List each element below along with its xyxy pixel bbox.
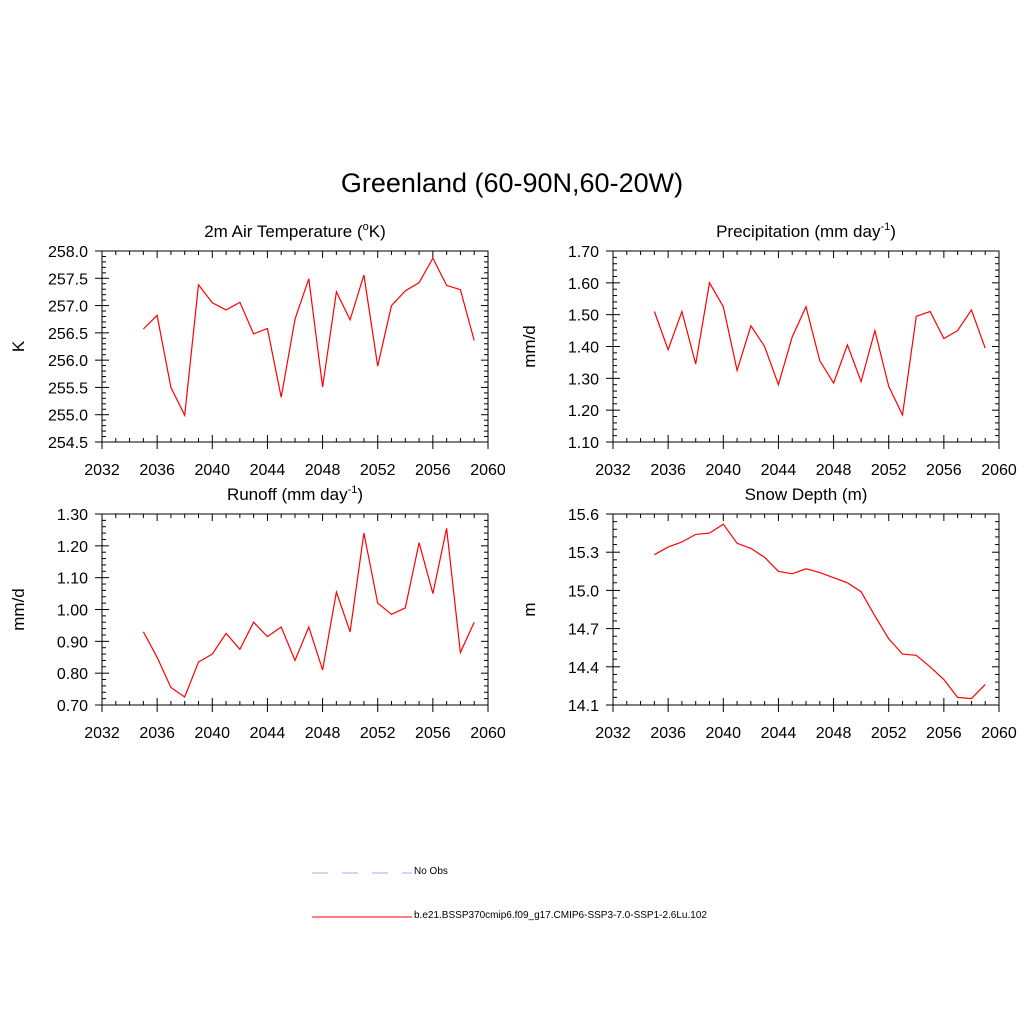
y-tick-label: 0.90 [57, 634, 88, 651]
series-line-0 [142, 528, 475, 698]
x-tick-label: 2052 [871, 725, 907, 742]
chart-title: Precipitation (mm day-1) [716, 221, 896, 241]
y-tick-label: 15.3 [568, 545, 599, 562]
y-tick-label: 1.20 [568, 403, 599, 420]
y-tick-label: 1.20 [57, 539, 88, 556]
x-tick-label: 2052 [360, 725, 396, 742]
x-tick-label: 2060 [981, 725, 1017, 742]
x-tick-label: 2032 [595, 725, 631, 742]
x-tick-label: 2056 [415, 725, 451, 742]
plot-frame [612, 250, 1000, 443]
x-tick-label: 2044 [761, 725, 797, 742]
legend-swatch-run [312, 916, 412, 918]
plot-frame [101, 250, 489, 443]
x-tick-label: 2060 [470, 725, 506, 742]
x-tick-label: 2036 [650, 725, 686, 742]
x-tick-label: 2048 [816, 462, 852, 479]
y-tick-label: 1.70 [568, 244, 599, 261]
x-tick-label: 2032 [84, 462, 120, 479]
x-tick-label: 2052 [360, 462, 396, 479]
y-tick-label: 254.5 [48, 435, 88, 452]
x-tick-label: 2040 [705, 725, 741, 742]
x-tick-label: 2056 [415, 462, 451, 479]
y-tick-label: 1.30 [568, 371, 599, 388]
y-axis-label: mm/d [520, 325, 539, 368]
x-tick-label: 2040 [705, 462, 741, 479]
y-tick-label: 14.7 [568, 622, 599, 639]
y-tick-label: 258.0 [48, 244, 88, 261]
x-tick-label: 2040 [194, 462, 230, 479]
y-tick-label: 14.4 [568, 660, 599, 677]
x-tick-label: 2056 [926, 725, 962, 742]
chart-panel-1: 2032 2036 2040 2044 2048 2052 2056 2060 1.10 1.20… [520, 221, 1017, 479]
plot-frame [101, 513, 489, 706]
y-tick-label: 0.80 [57, 666, 88, 683]
x-tick-label: 2032 [595, 462, 631, 479]
y-tick-label: 0.70 [57, 698, 88, 715]
legend-swatch-no-obs [312, 872, 412, 874]
y-tick-label: 1.10 [568, 435, 599, 452]
chart-panel-3: 2032 2036 2040 2044 2048 2052 2056 2060 14.1 14.4… [520, 485, 1017, 742]
x-tick-label: 2032 [84, 725, 120, 742]
x-tick-label: 2056 [926, 462, 962, 479]
chart-title: 2m Air Temperature (oK) [204, 221, 386, 241]
x-tick-label: 2060 [470, 462, 506, 479]
series-line-0 [653, 281, 986, 417]
y-tick-label: 15.0 [568, 583, 599, 600]
x-tick-label: 2036 [139, 725, 175, 742]
legend-label-no-obs: No Obs [414, 866, 448, 877]
y-tick-label: 255.5 [48, 380, 88, 397]
y-tick-label: 1.50 [568, 308, 599, 325]
x-tick-label: 2044 [250, 462, 286, 479]
y-tick-label: 1.10 [57, 571, 88, 588]
chart-panel-2: 2032 2036 2040 2044 2048 2052 2056 2060 0.70 0.80… [9, 484, 506, 742]
chart-title: Snow Depth (m) [745, 485, 868, 504]
x-tick-label: 2044 [250, 725, 286, 742]
y-axis-label: mm/d [9, 588, 28, 631]
y-tick-label: 255.0 [48, 408, 88, 425]
y-tick-label: 256.5 [48, 326, 88, 343]
page-title: Greenland (60-90N,60-20W) [340, 168, 684, 198]
x-tick-label: 2036 [650, 462, 686, 479]
y-tick-label: 15.6 [568, 507, 599, 524]
y-tick-label: 1.00 [57, 603, 88, 620]
y-tick-label: 1.40 [568, 340, 599, 357]
x-tick-label: 2060 [981, 462, 1017, 479]
chart-panel-0: 2032 2036 2040 2044 2048 2052 2056 2060 254.5 255… [9, 221, 506, 479]
x-tick-label: 2048 [305, 462, 341, 479]
y-axis-label: m [520, 602, 539, 616]
y-tick-label: 256.0 [48, 353, 88, 370]
y-tick-label: 1.30 [57, 507, 88, 524]
x-tick-label: 2036 [139, 462, 175, 479]
x-tick-label: 2052 [871, 462, 907, 479]
legend-label-run: b.e21.BSSP370cmip6.f09_g17.CMIP6-SSP3-7.… [414, 910, 707, 921]
x-tick-label: 2048 [305, 725, 341, 742]
y-tick-label: 257.5 [48, 271, 88, 288]
y-tick-label: 257.0 [48, 299, 88, 316]
x-tick-label: 2048 [816, 725, 852, 742]
series-line-0 [142, 256, 475, 418]
x-tick-label: 2040 [194, 725, 230, 742]
series-line-0 [654, 523, 986, 700]
y-axis-label: K [9, 340, 28, 352]
y-tick-label: 1.60 [568, 276, 599, 293]
chart-title: Runoff (mm day-1) [227, 484, 363, 504]
x-tick-label: 2044 [761, 462, 797, 479]
y-tick-label: 14.1 [568, 698, 599, 715]
